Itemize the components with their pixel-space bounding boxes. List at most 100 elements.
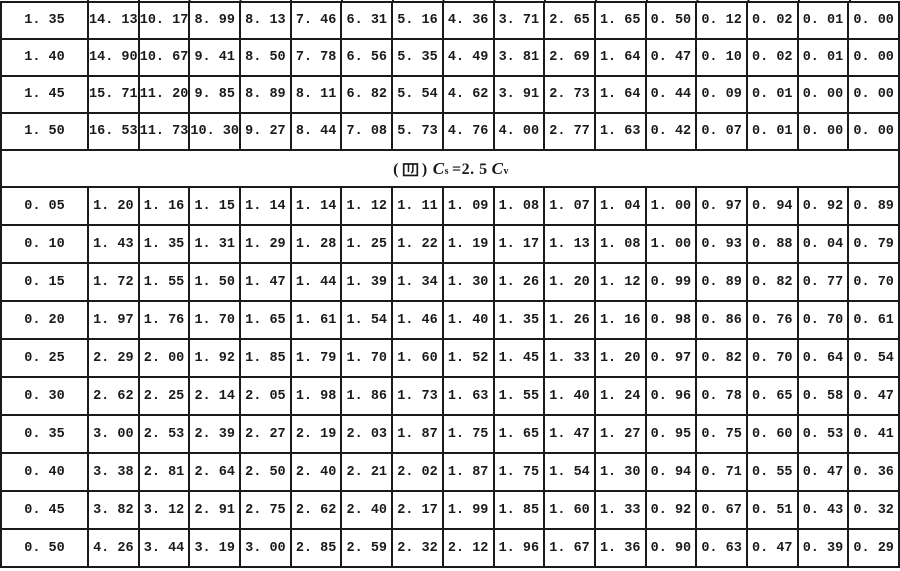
value-cell: 1. 31 [188, 224, 242, 264]
value-cell: 0. 60 [745, 414, 799, 454]
value-cell: 2. 77 [543, 112, 596, 151]
value-cell: 0. 95 [644, 414, 698, 454]
value-cell: 2. 40 [289, 452, 343, 492]
value-cell: 0. 00 [847, 112, 900, 151]
value-cell: 1. 67 [543, 528, 596, 568]
value-cell: 1. 26 [492, 262, 546, 302]
value-cell: 0. 93 [695, 224, 748, 264]
value-cell: 2. 65 [543, 1, 596, 40]
value-cell: 9. 85 [188, 75, 242, 114]
table-row: 1. 45 15. 71 11. 20 9. 85 8. 89 8. 11 6. 82 5. … [0, 75, 900, 114]
value-cell: 0. 54 [847, 338, 900, 378]
value-cell: 0. 51 [745, 490, 799, 530]
value-cell: 2. 25 [137, 376, 191, 416]
value-cell: 1. 35 [492, 300, 546, 340]
value-cell: 2. 62 [87, 376, 140, 416]
value-cell: 1. 33 [543, 338, 596, 378]
value-cell: 1. 12 [593, 262, 647, 302]
value-cell: 0. 64 [796, 338, 850, 378]
value-cell: 1. 36 [593, 528, 647, 568]
value-cell: 0. 01 [796, 38, 850, 77]
table-row: 0. 10 1. 43 1. 35 1. 31 1. 29 1. 28 1. 25 1. 22… [0, 224, 900, 264]
value-cell: 0. 89 [847, 186, 900, 226]
lower-table-section: 0. 05 1. 20 1. 16 1. 15 1. 14 1. 14 1. 12 1. 11… [0, 186, 900, 568]
value-cell: 2. 29 [87, 338, 140, 378]
value-cell: 0. 47 [644, 38, 698, 77]
value-cell: 1. 70 [188, 300, 242, 340]
value-cell: 2. 62 [289, 490, 343, 530]
value-cell: 0. 39 [796, 528, 850, 568]
value-cell: 0. 04 [796, 224, 850, 264]
value-cell: 7. 08 [340, 112, 394, 151]
value-cell: 0. 12 [695, 1, 748, 40]
table-row: 0. 20 1. 97 1. 76 1. 70 1. 65 1. 61 1. 54 1. 46… [0, 300, 900, 340]
value-cell: 2. 14 [188, 376, 242, 416]
value-cell: 0. 67 [695, 490, 748, 530]
value-cell: 1. 73 [391, 376, 444, 416]
value-cell: 1. 00 [644, 224, 698, 264]
value-cell: 9. 41 [188, 38, 242, 77]
value-cell: 1. 55 [492, 376, 546, 416]
value-cell: 1. 72 [87, 262, 140, 302]
value-cell: 1. 11 [391, 186, 444, 226]
value-cell: 3. 12 [137, 490, 191, 530]
close-paren: ) [421, 160, 428, 178]
value-cell: 2. 81 [137, 452, 191, 492]
value-cell: 11. 20 [137, 75, 191, 114]
value-cell: 2. 19 [289, 414, 343, 454]
value-cell: 3. 44 [137, 528, 191, 568]
value-cell: 2. 64 [188, 452, 242, 492]
value-cell: 1. 40 [441, 300, 495, 340]
value-cell: 1. 40 [543, 376, 596, 416]
cs-symbol: C [432, 158, 445, 178]
value-cell: 3. 00 [239, 528, 292, 568]
value-cell: 1. 45 [492, 338, 546, 378]
value-cell: 0. 00 [847, 75, 900, 114]
value-cell: 1. 65 [593, 1, 647, 40]
value-cell: 0. 70 [745, 338, 799, 378]
value-cell: 1. 19 [441, 224, 495, 264]
value-cell: 0. 32 [847, 490, 900, 530]
value-cell: 0. 94 [644, 452, 698, 492]
value-cell: 0. 99 [644, 262, 698, 302]
value-cell: 10. 17 [137, 1, 191, 40]
row-label-cell: 1. 45 [0, 75, 89, 114]
table-row: 0. 05 1. 20 1. 16 1. 15 1. 14 1. 14 1. 12 1. 11… [0, 186, 900, 226]
value-cell: 0. 00 [796, 75, 850, 114]
value-cell: 0. 29 [847, 528, 900, 568]
value-cell: 2. 40 [340, 490, 394, 530]
value-cell: 0. 53 [796, 414, 850, 454]
value-cell: 0. 89 [695, 262, 748, 302]
value-cell: 0. 02 [745, 38, 799, 77]
value-cell: 2. 69 [543, 38, 596, 77]
value-cell: 1. 79 [289, 338, 343, 378]
value-cell: 1. 47 [239, 262, 292, 302]
value-cell: 0. 65 [745, 376, 799, 416]
value-cell: 1. 55 [137, 262, 191, 302]
value-cell: 1. 86 [340, 376, 394, 416]
value-cell: 5. 73 [391, 112, 444, 151]
open-paren: ( [393, 160, 399, 178]
value-cell: 1. 17 [492, 224, 546, 264]
value-cell: 0. 07 [695, 112, 748, 151]
value-cell: 1. 60 [543, 490, 596, 530]
value-cell: 0. 42 [644, 112, 698, 151]
value-cell: 1. 28 [289, 224, 343, 264]
value-cell: 1. 52 [441, 338, 495, 378]
value-cell: 2. 12 [441, 528, 495, 568]
value-cell: 4. 26 [87, 528, 140, 568]
value-cell: 10. 30 [188, 112, 242, 151]
value-cell: 0. 70 [796, 300, 850, 340]
table-row: 0. 40 3. 38 2. 81 2. 64 2. 50 2. 40 2. 21 2. 02… [0, 452, 900, 492]
value-cell: 3. 71 [492, 1, 546, 40]
value-cell: 1. 61 [289, 300, 343, 340]
value-cell: 1. 76 [137, 300, 191, 340]
value-cell: 0. 00 [847, 38, 900, 77]
value-cell: 1. 13 [543, 224, 596, 264]
value-cell: 0. 70 [847, 262, 900, 302]
value-cell: 1. 96 [492, 528, 546, 568]
value-cell: 1. 92 [188, 338, 242, 378]
value-cell: 0. 77 [796, 262, 850, 302]
value-cell: 10. 67 [137, 38, 191, 77]
cv-subscript: v [503, 165, 509, 177]
